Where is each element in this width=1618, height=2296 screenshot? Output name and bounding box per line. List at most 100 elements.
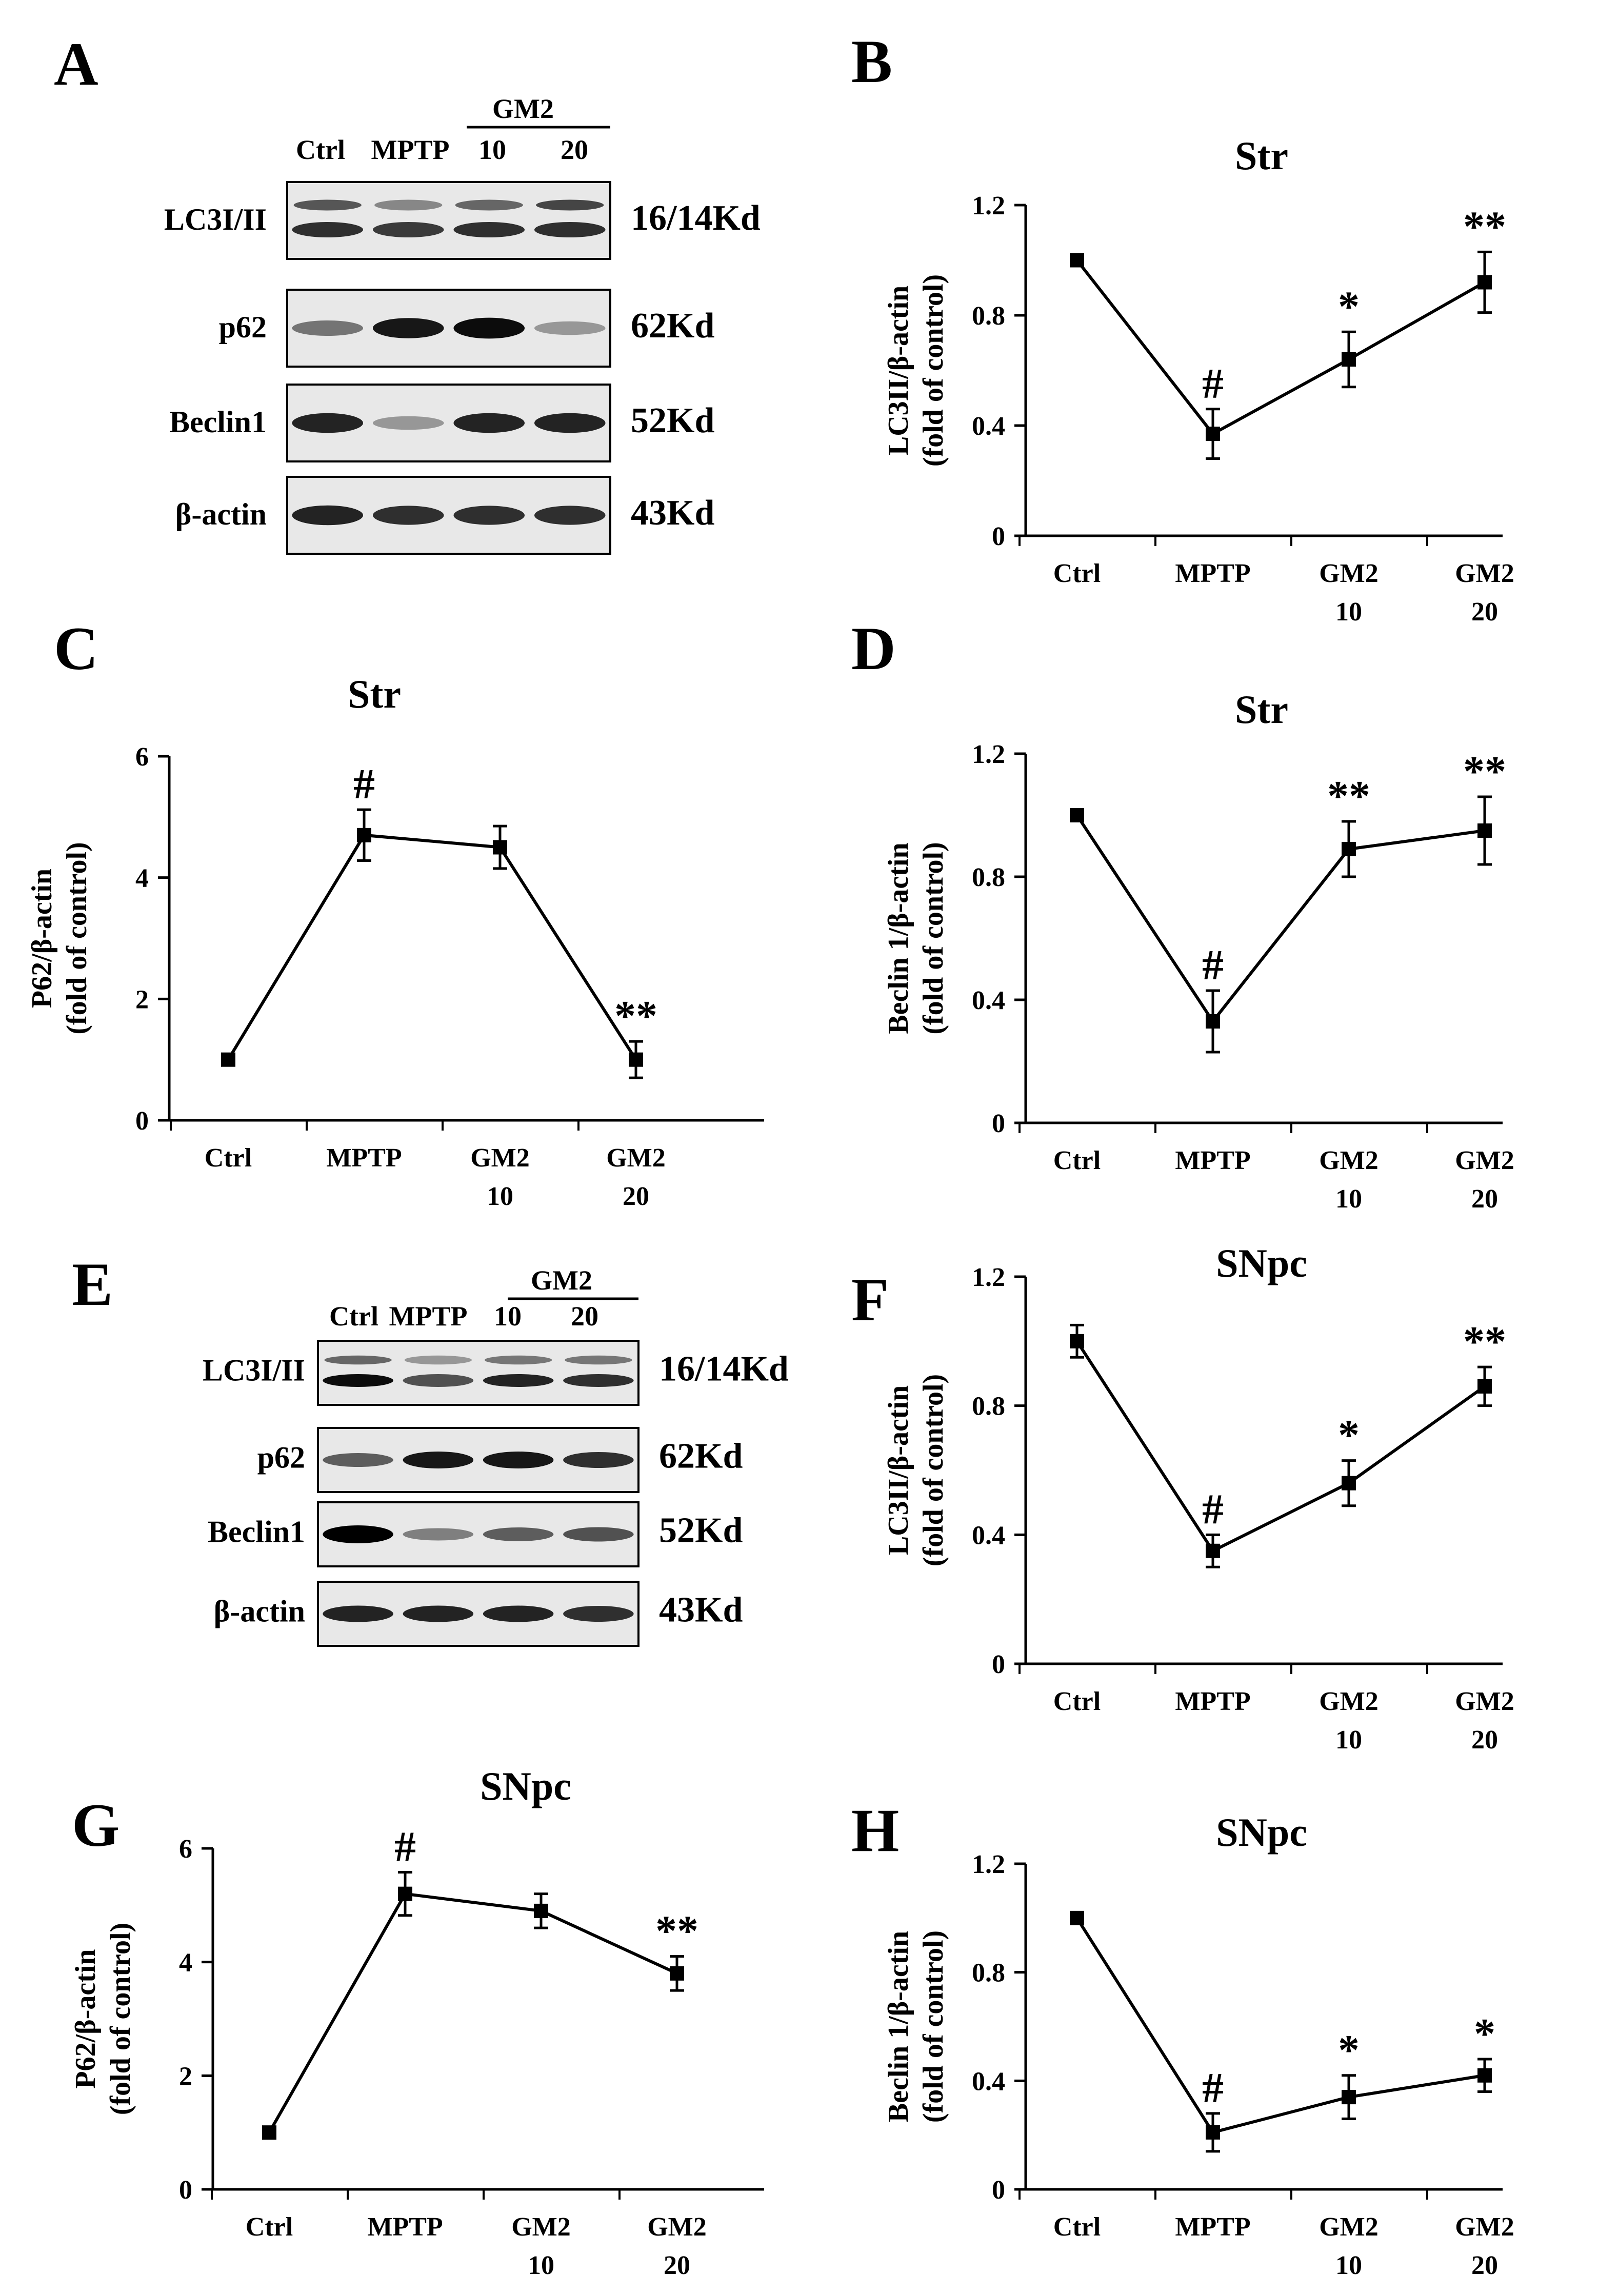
blot-row: p62 62Kd	[257, 1427, 743, 1493]
y-axis-label-line: (fold of control)	[917, 1930, 949, 2123]
y-axis-label-line: (fold of control)	[61, 842, 93, 1034]
y-axis-label-line: (fold of control)	[105, 1923, 136, 2115]
y-tick-label: 0.4	[972, 986, 1005, 1015]
data-point	[1342, 842, 1356, 856]
chart-title: SNpc	[1216, 1241, 1307, 1285]
data-point	[1477, 275, 1492, 290]
x-category-label: 20	[623, 1182, 649, 1211]
chart-title: SNpc	[480, 1764, 571, 1808]
data-point	[493, 840, 507, 855]
blot-band	[323, 1453, 393, 1467]
significance-marker: #	[1202, 1485, 1224, 1533]
blot-band	[485, 1355, 552, 1365]
y-axis-label: P62/β-actin (fold of control)	[70, 1923, 136, 2115]
x-category-label: Ctrl	[1053, 1146, 1101, 1175]
blot-band	[455, 199, 523, 211]
data-point	[1342, 352, 1356, 367]
y-axis-label: Beclin 1/β-actin (fold of control)	[883, 842, 949, 1034]
significance-marker: *	[1338, 1412, 1360, 1459]
y-axis-label-line: P62/β-actin	[26, 869, 58, 1008]
x-category-label: 20	[1471, 1725, 1498, 1755]
data-point	[534, 1903, 548, 1918]
x-category-label: 20	[664, 2251, 690, 2280]
blot-band	[374, 199, 443, 211]
y-axis-label: Beclin 1/β-actin (fold of control)	[883, 1930, 949, 2123]
y-tick-label: 2	[179, 2062, 192, 2091]
blot-row: LC3I/II 16/14Kd	[164, 181, 761, 260]
x-category-label: GM2	[511, 2212, 571, 2242]
lane-label: 10	[494, 1301, 522, 1332]
lane-label: Ctrl	[329, 1301, 378, 1332]
y-tick-label: 1.2	[972, 191, 1005, 220]
chart-panel-B: B Str 0 0.4 0.8 1.2 Ctrl MPTP GM2 10 GM2 20 LC3II/β-…	[851, 27, 1514, 627]
y-tick-label: 4	[179, 1948, 192, 1978]
x-category-label: GM2	[1319, 1146, 1379, 1175]
blot-row-label: LC3I/II	[203, 1354, 305, 1387]
data-point	[1206, 1543, 1220, 1558]
blot-row: β-actin 43Kd	[214, 1581, 743, 1647]
y-axis-label-line: Beclin 1/β-actin	[883, 1931, 914, 2122]
blot-row-label: β-actin	[175, 497, 267, 531]
blot-kd-label: 16/14Kd	[631, 198, 761, 238]
panel-letter-F: F	[851, 1265, 889, 1334]
data-point	[357, 828, 371, 842]
data-point	[1477, 823, 1492, 838]
y-tick-label: 0	[179, 2176, 192, 2205]
y-axis-label-line: (fold of control)	[917, 1374, 949, 1566]
blot-band	[403, 1452, 474, 1468]
x-category-label: MPTP	[1175, 559, 1250, 588]
y-tick-label: 0.8	[972, 301, 1005, 331]
blot-band	[372, 222, 444, 237]
blot-band	[563, 1527, 634, 1542]
data-point	[1206, 1014, 1220, 1029]
chart-panel-F: F SNpc 0 0.4 0.8 1.2 Ctrl MPTP GM2 10 GM2 20 LC3II/β…	[851, 1241, 1514, 1755]
blot-row-label: Beclin1	[169, 405, 267, 439]
blot-panel-E: E GM2 Ctrl MPTP 10 20 LC3I/II 16/14Kd p62 62Kd Bec…	[72, 1250, 789, 1647]
blot-band	[483, 1527, 554, 1541]
significance-marker: #	[1202, 941, 1224, 989]
data-point	[1206, 2125, 1220, 2140]
data-point	[1070, 1910, 1084, 1925]
blot-band	[372, 416, 444, 430]
y-tick-label: 0	[992, 1650, 1005, 1679]
lane-label: 20	[561, 134, 588, 165]
series-line	[1075, 1340, 1486, 1553]
blot-band	[292, 320, 364, 336]
blot-kd-label: 43Kd	[659, 1590, 743, 1630]
data-point	[221, 1052, 235, 1067]
chart-title: Str	[1235, 687, 1288, 732]
data-point	[1477, 2068, 1492, 2083]
panel-letter-E: E	[72, 1250, 113, 1318]
panel-letter-D: D	[851, 614, 896, 682]
x-category-label: GM2	[1455, 559, 1514, 588]
y-tick-label: 1.2	[972, 1263, 1005, 1292]
y-tick-label: 0.4	[972, 412, 1005, 441]
blot-band	[453, 506, 525, 525]
series-line	[227, 833, 637, 1061]
significance-marker: #	[1202, 2064, 1224, 2112]
x-category-label: GM2	[470, 1143, 530, 1173]
x-category-label: 10	[1335, 1725, 1362, 1755]
panel-letter-A: A	[54, 30, 98, 98]
chart-panel-D: D Str 0 0.4 0.8 1.2 Ctrl MPTP GM2 10 GM2 20 Beclin 1…	[851, 614, 1514, 1214]
x-category-label: GM2	[1455, 1687, 1514, 1716]
blot-panel-A: A GM2 Ctrl MPTP 10 20 LC3I/II 16/14Kd p62 62Kd Bec…	[54, 30, 761, 555]
blot-band	[483, 1605, 554, 1622]
y-axis-label-line: LC3II/β-actin	[883, 286, 914, 455]
data-point	[629, 1052, 643, 1067]
blot-kd-label: 52Kd	[659, 1511, 743, 1550]
blot-band	[293, 199, 362, 211]
blot-row: LC3I/II 16/14Kd	[203, 1340, 789, 1406]
blot-band	[563, 1374, 634, 1387]
blot-row: β-actin 43Kd	[175, 476, 714, 555]
y-tick-label: 0	[135, 1106, 149, 1136]
blot-row-label: p62	[257, 1441, 305, 1475]
y-axis-label: LC3II/β-actin (fold of control)	[883, 1374, 949, 1566]
blot-band	[324, 1355, 392, 1365]
x-category-label: 20	[1471, 2251, 1498, 2280]
blot-band	[453, 413, 525, 433]
blot-kd-label: 52Kd	[631, 401, 714, 440]
significance-marker: *	[1338, 283, 1360, 330]
blot-band	[323, 1374, 393, 1387]
x-category-label: 20	[1471, 597, 1498, 627]
